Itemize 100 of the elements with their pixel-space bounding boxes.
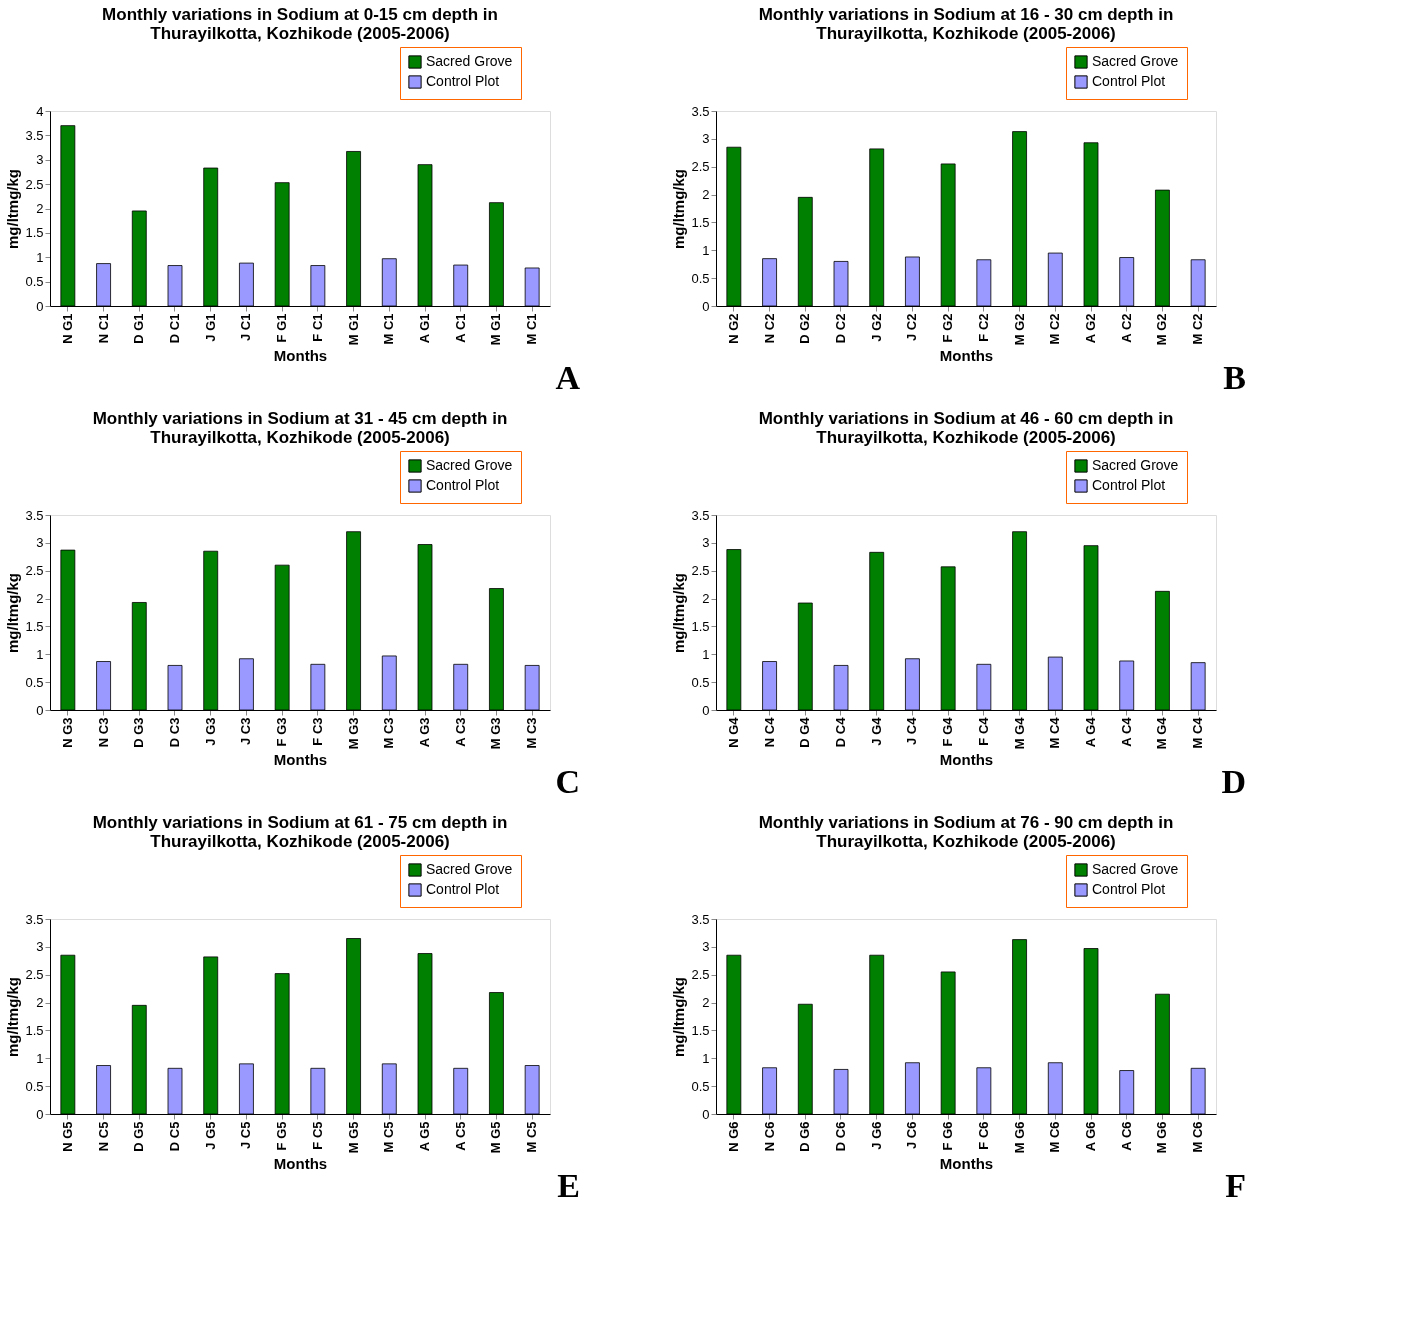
- x-tick-label: M G4: [1154, 716, 1170, 750]
- x-tick-label: M G1: [345, 313, 361, 346]
- x-tick-label: D C3: [167, 717, 182, 748]
- x-tick-label: D G2: [797, 313, 813, 344]
- legend-label: Sacred Grove: [426, 861, 513, 877]
- y-tick-label: 2: [36, 995, 44, 1011]
- y-tick-label: 2: [702, 187, 710, 203]
- x-axis-title: Months: [273, 751, 328, 769]
- x-tick-label: M G5: [488, 1121, 504, 1154]
- legend-label: Sacred Grove: [426, 53, 513, 69]
- y-tick-label: 0.5: [691, 270, 710, 286]
- y-tick-label: 1: [36, 1050, 44, 1066]
- x-tick-label: N G3: [59, 717, 75, 748]
- x-tick-label: N G6: [725, 1121, 741, 1152]
- x-tick-label: A C2: [1118, 313, 1134, 343]
- x-tick-label: A G2: [1083, 313, 1098, 344]
- y-tick-label: 0: [36, 298, 44, 314]
- x-tick-label: M C4: [1047, 716, 1063, 749]
- x-tick-label: A G6: [1083, 1121, 1098, 1152]
- y-tick-label: 1.5: [25, 225, 44, 241]
- x-tick-label: M C3: [524, 717, 540, 749]
- y-tick-label: 1: [702, 1050, 710, 1066]
- y-axis-title: mg/ltmg/kg: [670, 168, 688, 250]
- x-tick-label: M G2: [1154, 313, 1170, 346]
- x-tick-label: J C4: [904, 716, 920, 745]
- x-tick-label: A C4: [1118, 716, 1134, 747]
- y-tick-label: 1.5: [691, 618, 710, 634]
- x-tick-label: J C5: [238, 1121, 254, 1149]
- x-tick-label: J C6: [904, 1121, 920, 1149]
- y-tick-label: 3: [702, 939, 710, 955]
- x-tick-label: N G5: [59, 1121, 75, 1152]
- x-tick-label: N G1: [59, 313, 75, 344]
- x-tick-label: D G6: [797, 1121, 813, 1152]
- y-tick-label: 3.5: [25, 911, 44, 927]
- x-tick-label: J C3: [238, 717, 254, 745]
- y-axis-title: mg/ltmg/kg: [670, 976, 688, 1058]
- x-tick-label: M C2: [1047, 313, 1063, 345]
- x-tick-label: M C4: [1190, 716, 1206, 749]
- y-tick-label: 1.5: [25, 1022, 44, 1038]
- y-tick-label: 2: [36, 201, 44, 216]
- x-tick-label: M G2: [1011, 313, 1027, 346]
- x-tick-label: D C5: [167, 1121, 182, 1152]
- text: C: [555, 763, 580, 800]
- chart-title: Monthly variations in Sodium at 0-15 cm depth in Thurayilkotta, Kozhikode (2005-2006): [102, 4, 498, 43]
- y-tick-label: 0.5: [25, 674, 44, 690]
- y-tick-label: 1.5: [691, 214, 710, 230]
- x-tick-label: A G3: [417, 717, 432, 748]
- legend-label: Control Plot: [1092, 881, 1166, 897]
- y-tick-label: 2: [36, 591, 44, 607]
- x-axis-title: Months: [939, 751, 994, 769]
- x-tick-label: F C2: [975, 313, 991, 342]
- x-tick-label: D G4: [797, 716, 813, 748]
- y-tick-label: 1: [36, 646, 44, 662]
- x-tick-label: F C5: [309, 1121, 325, 1150]
- x-tick-label: A G4: [1083, 716, 1098, 748]
- chart-title: Monthly variations in Sodium at 31 - 45 cm depth in Thurayilkotta, Kozhikode (2005-2006): [92, 408, 508, 447]
- legend-label: Control Plot: [1092, 73, 1166, 89]
- y-axis-title: mg/ltmg/kg: [4, 572, 22, 654]
- x-axis-title: Months: [939, 347, 994, 365]
- x-axis-title: Months: [939, 1155, 994, 1173]
- y-axis-title: mg/ltmg/kg: [4, 976, 22, 1058]
- y-tick-label: 1: [702, 242, 710, 258]
- legend-label: Sacred Grove: [1092, 457, 1179, 473]
- y-tick-label: 0.5: [25, 274, 44, 290]
- x-tick-label: F G2: [940, 313, 956, 343]
- x-tick-label: N C4: [761, 716, 777, 748]
- y-tick-label: 3.5: [25, 127, 44, 143]
- text: A: [555, 359, 581, 396]
- x-tick-label: M C1: [381, 313, 397, 345]
- chart-title: Monthly variations in Sodium at 61 - 75 cm depth in Thurayilkotta, Kozhikode (2005-2006): [92, 812, 508, 851]
- x-axis-title: Months: [273, 347, 328, 365]
- x-tick-label: N G4: [725, 716, 741, 748]
- x-tick-label: F C4: [975, 716, 991, 746]
- legend-label: Control Plot: [426, 881, 500, 897]
- legend-label: Sacred Grove: [1092, 53, 1179, 69]
- y-tick-label: 0: [702, 702, 710, 718]
- y-tick-label: 3: [702, 131, 710, 147]
- x-tick-label: F C3: [309, 717, 325, 746]
- y-axis-title: mg/ltmg/kg: [4, 168, 22, 250]
- x-tick-label: D G5: [131, 1121, 147, 1152]
- y-tick-label: 3.5: [691, 103, 710, 119]
- x-tick-label: M G6: [1011, 1121, 1027, 1154]
- chart-title: Monthly variations in Sodium at 16 - 30 cm depth in Thurayilkotta, Kozhikode (2005-2006): [758, 4, 1174, 43]
- x-tick-label: D C1: [167, 313, 182, 344]
- x-tick-label: M C3: [381, 717, 397, 749]
- y-tick-label: 2: [702, 995, 710, 1011]
- text: B: [1223, 359, 1246, 396]
- x-tick-label: A G1: [417, 313, 432, 344]
- x-tick-label: A G5: [417, 1121, 432, 1152]
- x-tick-label: M C1: [524, 313, 540, 345]
- x-tick-label: J G4: [868, 716, 884, 746]
- x-tick-label: J C1: [238, 313, 254, 341]
- x-tick-label: A C6: [1118, 1121, 1134, 1151]
- x-tick-label: N C2: [761, 313, 777, 344]
- y-tick-label: 2.5: [691, 159, 710, 175]
- x-tick-label: M G5: [345, 1121, 361, 1154]
- chart-title: Monthly variations in Sodium at 76 - 90 cm depth in Thurayilkotta, Kozhikode (2005-2006): [758, 812, 1174, 851]
- y-tick-label: 3: [36, 152, 44, 168]
- x-tick-label: F G5: [274, 1121, 290, 1151]
- legend-label: Sacred Grove: [426, 457, 513, 473]
